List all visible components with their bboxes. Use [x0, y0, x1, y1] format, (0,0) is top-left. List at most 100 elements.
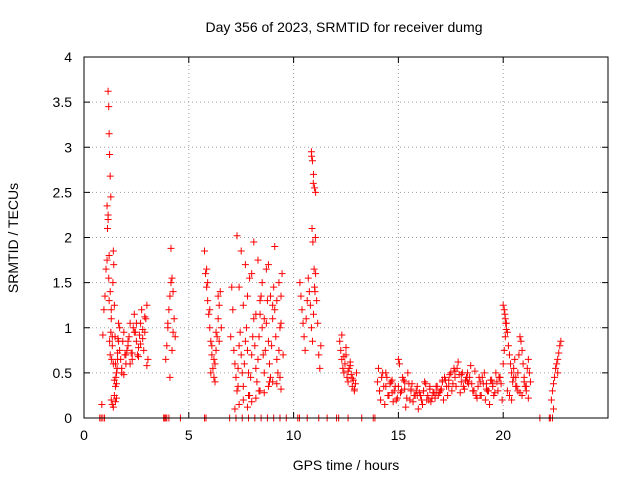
data-point — [431, 394, 439, 402]
data-points — [96, 87, 565, 422]
data-point — [447, 369, 455, 377]
data-point — [257, 292, 265, 300]
data-point — [108, 333, 116, 341]
data-point — [312, 188, 320, 196]
data-point — [401, 385, 409, 393]
data-point — [505, 351, 513, 359]
data-point — [554, 355, 562, 363]
data-point — [162, 355, 170, 363]
data-point — [252, 394, 260, 402]
data-point — [118, 364, 126, 372]
data-point — [103, 256, 111, 264]
data-point — [251, 342, 259, 350]
data-point — [277, 292, 285, 300]
y-tick-label: 3.5 — [53, 94, 73, 110]
data-point — [137, 340, 145, 348]
data-point — [209, 364, 217, 372]
y-tick-label: 2 — [64, 230, 72, 246]
x-axis-title: GPS time / hours — [293, 457, 400, 473]
data-point — [132, 319, 140, 327]
data-point — [557, 337, 565, 345]
y-tick-label: 2.5 — [53, 184, 73, 200]
data-point — [406, 396, 414, 404]
data-point — [109, 279, 117, 287]
data-point — [277, 319, 285, 327]
data-point — [465, 380, 473, 388]
data-point — [255, 333, 263, 341]
data-point — [211, 378, 219, 386]
data-point — [514, 387, 522, 395]
data-point — [235, 400, 243, 408]
data-point — [382, 382, 390, 390]
data-point — [239, 301, 247, 309]
data-point — [139, 326, 147, 334]
data-point — [206, 306, 214, 314]
data-point — [214, 315, 222, 323]
data-point — [413, 391, 421, 399]
data-point — [274, 369, 282, 377]
data-point — [349, 376, 357, 384]
data-point — [315, 351, 323, 359]
data-point — [422, 380, 430, 388]
data-point — [256, 387, 264, 395]
data-point — [396, 389, 404, 397]
data-point — [486, 400, 494, 408]
data-point — [243, 346, 251, 354]
data-point — [438, 376, 446, 384]
x-tick-label: 10 — [286, 427, 302, 443]
data-point — [311, 234, 319, 241]
data-point — [395, 360, 403, 368]
data-point — [271, 243, 279, 251]
data-point — [270, 283, 278, 291]
data-point — [254, 256, 262, 264]
data-point — [419, 400, 427, 408]
data-point — [457, 378, 465, 386]
data-point — [279, 351, 287, 359]
data-point — [277, 385, 285, 393]
data-point — [210, 373, 218, 381]
data-point — [502, 326, 510, 334]
data-point — [106, 172, 114, 180]
data-point — [388, 376, 396, 384]
y-tick-label: 0 — [64, 410, 72, 426]
data-point — [210, 355, 218, 363]
data-point — [112, 394, 120, 402]
data-point — [275, 279, 283, 287]
data-point — [248, 270, 256, 278]
data-point — [409, 398, 417, 406]
data-point — [310, 310, 318, 318]
data-point — [133, 351, 141, 359]
data-point — [312, 270, 320, 278]
data-point — [168, 274, 176, 282]
data-point — [249, 333, 257, 341]
data-point — [310, 265, 318, 273]
data-point — [231, 360, 239, 368]
data-point — [143, 362, 151, 370]
data-point — [243, 403, 251, 411]
data-point — [116, 346, 124, 354]
data-point — [99, 331, 107, 339]
data-point — [426, 382, 434, 390]
data-point — [276, 373, 284, 381]
data-point — [215, 337, 223, 345]
data-point — [424, 391, 432, 399]
data-point — [167, 244, 175, 252]
data-point — [203, 283, 211, 291]
data-point — [308, 152, 316, 160]
data-point — [374, 364, 382, 372]
data-point — [454, 358, 462, 366]
data-point — [208, 342, 216, 350]
data-point — [314, 319, 322, 327]
data-point — [344, 378, 352, 386]
data-point — [482, 385, 490, 393]
data-point — [436, 387, 444, 395]
data-point — [500, 346, 508, 354]
data-point — [243, 292, 251, 300]
data-point — [231, 405, 239, 413]
data-point — [398, 387, 406, 395]
data-point — [101, 292, 109, 300]
data-point — [492, 369, 500, 377]
data-point — [248, 398, 256, 406]
data-point — [522, 382, 530, 390]
data-point — [130, 310, 138, 318]
